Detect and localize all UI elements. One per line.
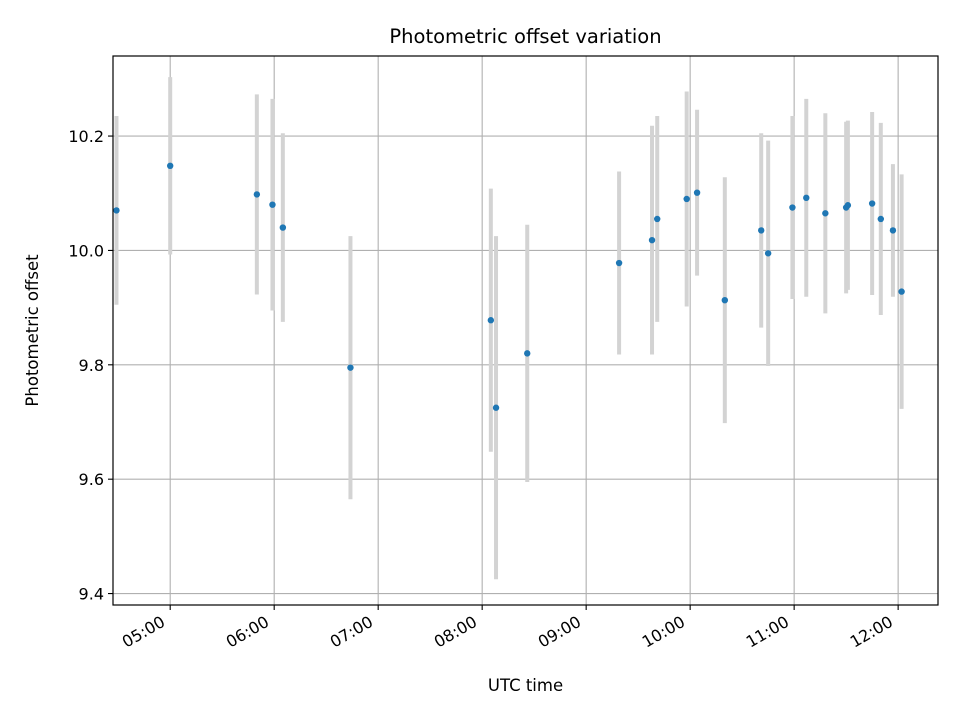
data-point (347, 364, 354, 371)
y-tick-label: 10.2 (68, 127, 104, 146)
data-points (113, 162, 905, 411)
data-point (898, 288, 905, 295)
data-point (487, 317, 495, 324)
x-tick-label: 10:00 (639, 612, 688, 652)
y-tick-label: 10.0 (68, 241, 104, 260)
data-point (889, 227, 897, 234)
data-point (253, 191, 261, 198)
x-tick-label: 05:00 (119, 612, 168, 652)
chart-title: Photometric offset variation (389, 25, 661, 48)
x-tick-label: 07:00 (327, 612, 376, 652)
data-point (877, 215, 885, 223)
data-point (654, 215, 661, 223)
data-point (269, 201, 276, 208)
data-point (822, 210, 829, 217)
grid-lines (113, 56, 938, 605)
x-tick-label: 06:00 (223, 612, 272, 652)
x-axis-ticks: 05:00 06:00 07:00 08:00 09:00 10:00 11:00 12:00 (119, 605, 899, 652)
data-point (721, 296, 729, 304)
error-bars (114, 77, 904, 580)
data-point (758, 227, 765, 234)
data-point (683, 195, 690, 203)
data-point (764, 250, 772, 257)
data-point (803, 194, 810, 202)
data-point (789, 204, 796, 211)
x-tick-label: 09:00 (535, 612, 584, 652)
x-tick-label: 12:00 (847, 612, 896, 652)
plot-frame (112, 55, 939, 606)
data-point (524, 350, 531, 357)
x-tick-label: 11:00 (743, 612, 792, 652)
y-axis-label: Photometric offset (23, 254, 42, 407)
y-axis-ticks: 9.4 9.6 9.8 10.0 10.2 (68, 127, 113, 604)
data-point (615, 259, 623, 267)
data-point (693, 189, 701, 196)
x-axis-label: UTC time (488, 676, 563, 695)
y-tick-label: 9.6 (79, 470, 104, 489)
data-point (113, 207, 120, 214)
y-tick-label: 9.8 (79, 356, 104, 375)
data-point (868, 200, 876, 207)
data-point (844, 202, 852, 209)
data-point (279, 224, 287, 231)
y-tick-label: 9.4 (79, 585, 104, 604)
data-point (648, 236, 656, 244)
data-point (166, 162, 174, 169)
x-tick-label: 08:00 (431, 612, 480, 652)
data-point (492, 404, 500, 411)
